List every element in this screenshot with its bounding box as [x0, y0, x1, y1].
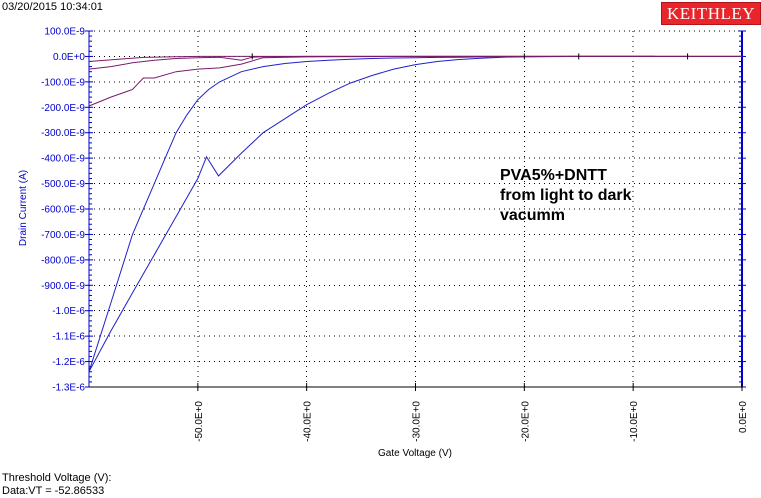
y-tick-label: -200.0E-9 — [41, 103, 85, 114]
y-axis: 100.0E-9 0.0E+0 -100.0E-9 -200.0E-9 -300.0E-… — [41, 27, 746, 394]
threshold-value: Data:VT = -52.86533 — [2, 485, 105, 497]
series-line — [88, 55, 742, 62]
y-tick-label: -600.0E-9 — [41, 205, 85, 216]
annotation-line-2: from light to dark — [500, 187, 632, 204]
x-tick-label: 0.0E+0 — [738, 401, 749, 433]
x-axis-title: Gate Voltage (V) — [378, 448, 452, 459]
series-group — [88, 53, 742, 372]
y-tick-label: -100.0E-9 — [41, 77, 85, 88]
y-tick-label: -300.0E-9 — [41, 128, 85, 139]
timestamp: 03/20/2015 10:34:01 — [2, 1, 103, 13]
y-axis-title: Drain Current (A) — [18, 170, 29, 246]
series-line — [88, 55, 742, 70]
grid — [89, 30, 743, 388]
x-tick-label: -50.0E+0 — [194, 401, 205, 442]
y-tick-label: -1.1E-6 — [52, 332, 85, 343]
x-tick-label: -20.0E+0 — [520, 401, 531, 442]
x-tick-label: -10.0E+0 — [629, 401, 640, 442]
y-tick-label: 0.0E+0 — [53, 52, 85, 63]
x-axis: -50.0E+0 -40.0E+0 -30.0E+0 -20.0E+0 -10.0E+0… — [89, 383, 749, 442]
y-tick-label: -700.0E-9 — [41, 230, 85, 241]
y-tick-label: -400.0E-9 — [41, 154, 85, 165]
annotation-line-3: vacumm — [500, 207, 565, 224]
series-line — [88, 55, 655, 372]
y-tick-label: -900.0E-9 — [41, 281, 85, 292]
y-tick-label: -800.0E-9 — [41, 255, 85, 266]
y-tick-label: -500.0E-9 — [41, 179, 85, 190]
x-tick-label: -30.0E+0 — [412, 401, 423, 442]
y-tick-label: -1.2E-6 — [52, 357, 85, 368]
y-tick-label: 100.0E-9 — [44, 27, 85, 38]
threshold-label: Threshold Voltage (V): — [2, 472, 112, 484]
keithley-logo: KEITHLEY — [661, 2, 761, 25]
y-tick-label: -1.3E-6 — [52, 383, 85, 394]
y-tick-label: -1.0E-6 — [52, 306, 85, 317]
x-tick-label: -40.0E+0 — [303, 401, 314, 442]
annotation-line-1: PVA5%+DNTT — [500, 167, 607, 184]
series-line — [88, 55, 655, 372]
